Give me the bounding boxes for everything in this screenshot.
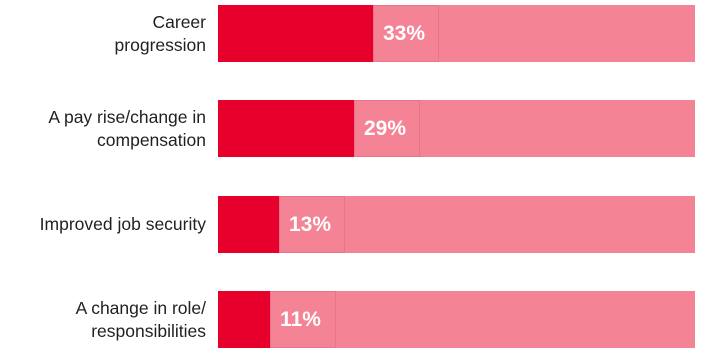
value-label: 13%	[279, 196, 345, 253]
category-label: Improved job security	[0, 196, 206, 253]
bar-fill	[218, 5, 373, 62]
bar-track: 29%	[218, 100, 695, 157]
value-label: 33%	[373, 5, 439, 62]
category-label-text: Improved job security	[39, 214, 206, 235]
bar-track: 11%	[218, 291, 695, 348]
category-label-text: A change in role/ responsibilities	[75, 297, 206, 341]
bar-track: 33%	[218, 5, 695, 62]
bar-row: Career progression 33%	[0, 5, 703, 62]
bar-track: 13%	[218, 196, 695, 253]
bar-fill	[218, 291, 270, 348]
bar-fill	[218, 196, 279, 253]
category-label: A change in role/ responsibilities	[0, 291, 206, 348]
value-label: 29%	[354, 100, 420, 157]
bar-background	[218, 196, 695, 253]
value-label: 11%	[270, 291, 336, 348]
category-label-text: Career progression	[114, 11, 206, 55]
category-label: A pay rise/change in compensation	[0, 100, 206, 157]
bar-row: A pay rise/change in compensation 29%	[0, 100, 703, 157]
category-label-text: A pay rise/change in compensation	[48, 106, 206, 150]
category-label: Career progression	[0, 5, 206, 62]
bar-row: Improved job security 13%	[0, 196, 703, 253]
bar-background	[218, 291, 695, 348]
bar-row: A change in role/ responsibilities 11%	[0, 291, 703, 348]
bar-fill	[218, 100, 354, 157]
